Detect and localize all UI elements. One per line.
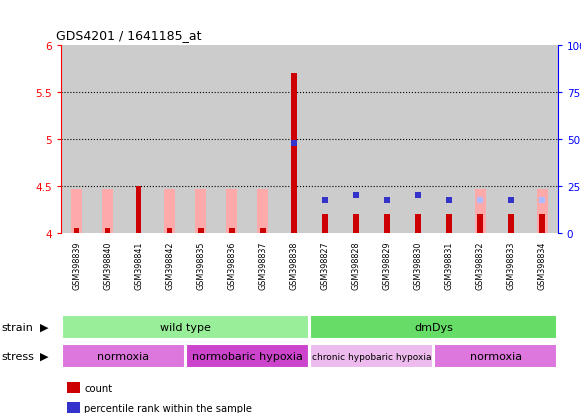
Bar xyxy=(62,344,185,368)
Text: chronic hypobaric hypoxia: chronic hypobaric hypoxia xyxy=(312,352,431,361)
Bar xyxy=(260,229,266,233)
Text: wild type: wild type xyxy=(160,322,211,332)
Text: dmDys: dmDys xyxy=(414,322,453,332)
Text: ▶: ▶ xyxy=(40,322,48,332)
Bar xyxy=(353,215,358,233)
Bar xyxy=(257,189,268,233)
Bar xyxy=(322,215,328,233)
Bar xyxy=(198,229,203,233)
Bar xyxy=(446,215,452,233)
Bar xyxy=(102,189,113,233)
Text: strain: strain xyxy=(2,322,34,332)
Bar xyxy=(74,229,80,233)
Bar xyxy=(291,74,297,233)
Text: normobaric hypoxia: normobaric hypoxia xyxy=(192,351,303,361)
Bar xyxy=(415,215,421,233)
Text: GDS4201 / 1641185_at: GDS4201 / 1641185_at xyxy=(56,28,202,41)
Bar xyxy=(229,229,235,233)
Bar xyxy=(310,344,433,368)
Bar xyxy=(227,189,237,233)
Bar xyxy=(62,315,309,339)
Text: stress: stress xyxy=(2,351,35,361)
Bar xyxy=(310,315,557,339)
Bar xyxy=(195,189,206,233)
Bar xyxy=(164,189,175,233)
Bar xyxy=(475,189,486,233)
Text: ▶: ▶ xyxy=(40,351,48,361)
Bar xyxy=(136,186,141,233)
Bar xyxy=(508,215,514,233)
Bar xyxy=(478,215,483,233)
Bar xyxy=(186,344,309,368)
Bar xyxy=(105,229,110,233)
Bar xyxy=(434,344,557,368)
Bar xyxy=(539,215,545,233)
Text: normoxia: normoxia xyxy=(97,351,149,361)
Text: normoxia: normoxia xyxy=(469,351,522,361)
Bar xyxy=(537,189,548,233)
Text: percentile rank within the sample: percentile rank within the sample xyxy=(84,403,252,413)
Bar xyxy=(384,215,390,233)
Bar xyxy=(71,189,82,233)
Bar xyxy=(167,229,173,233)
Text: count: count xyxy=(84,383,112,393)
